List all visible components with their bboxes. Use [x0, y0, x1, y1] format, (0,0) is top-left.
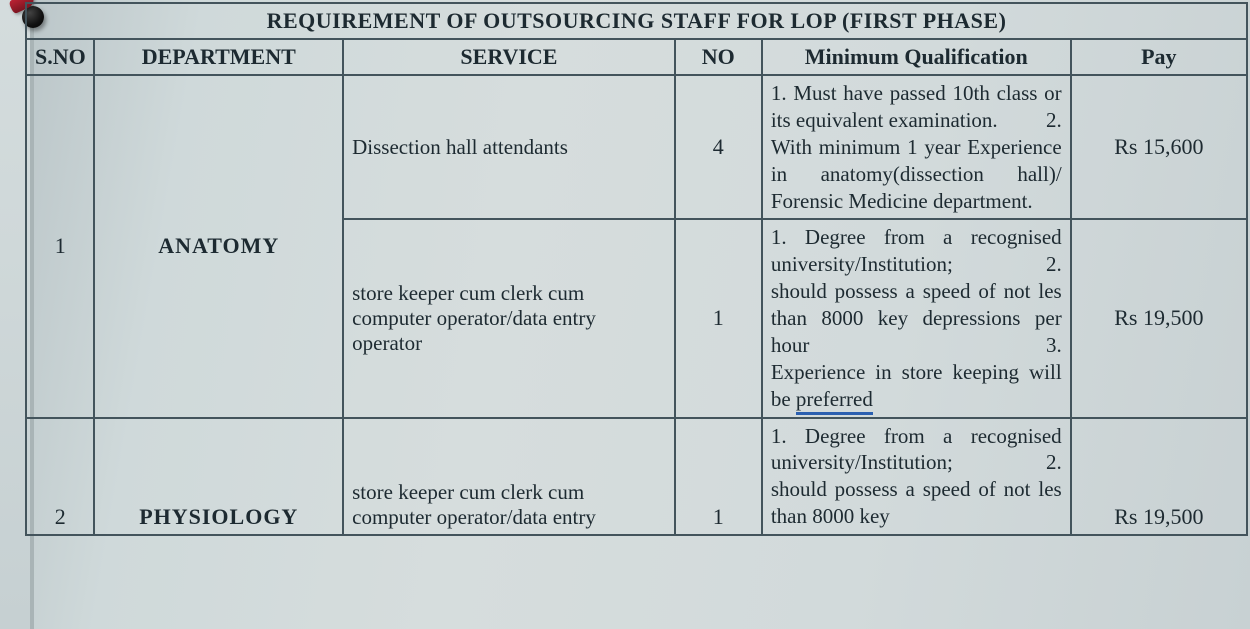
- document-sheet: REQUIREMENT OF OUTSOURCING STAFF FOR LOP…: [25, 2, 1248, 629]
- cell-pay: Rs 15,600: [1071, 75, 1247, 219]
- cell-qualification: 1. Degree from a recognised university/I…: [762, 219, 1071, 417]
- cell-sno: 2: [26, 418, 94, 536]
- cell-no: 1: [675, 219, 762, 417]
- cell-service: Dissection hall attendants: [343, 75, 675, 219]
- col-no: NO: [675, 39, 762, 75]
- cell-sno: 1: [26, 75, 94, 418]
- table-row: 2 PHYSIOLOGY store keeper cum clerk cum …: [26, 418, 1247, 536]
- cell-dept: PHYSIOLOGY: [94, 418, 343, 536]
- qual-text: 1. Degree from a recognised university/I…: [771, 424, 1062, 475]
- table-title: REQUIREMENT OF OUTSOURCING STAFF FOR LOP…: [26, 3, 1247, 39]
- qual-text: 1. Degree from a recognised university/I…: [771, 225, 1062, 276]
- cell-pay: Rs 19,500: [1071, 418, 1247, 536]
- col-pay: Pay: [1071, 39, 1247, 75]
- cell-no: 4: [675, 75, 762, 219]
- cell-qualification: 1. Degree from a recognised university/I…: [762, 418, 1071, 536]
- header-row: S.NO DEPARTMENT SERVICE NO Minimum Quali…: [26, 39, 1247, 75]
- title-row: REQUIREMENT OF OUTSOURCING STAFF FOR LOP…: [26, 3, 1247, 39]
- qual-text: should possess a speed of not les than 8…: [771, 279, 1062, 357]
- cell-qualification: 1. Must have passed 10th class or its eq…: [762, 75, 1071, 219]
- cell-dept: ANATOMY: [94, 75, 343, 418]
- qual-num: 2.: [1046, 107, 1062, 134]
- table-row: 1 ANATOMY Dissection hall attendants 4 1…: [26, 75, 1247, 219]
- requirement-table: REQUIREMENT OF OUTSOURCING STAFF FOR LOP…: [25, 2, 1248, 536]
- qual-text: 1. Must have passed 10th class or its eq…: [771, 81, 1062, 132]
- cell-no: 1: [675, 418, 762, 536]
- cell-service: store keeper cum clerk cum computer oper…: [343, 418, 675, 536]
- cell-service: store keeper cum clerk cum computer oper…: [343, 219, 675, 417]
- qual-num: 2.: [1046, 449, 1062, 476]
- qual-text: With minimum 1 year Experience in anatom…: [771, 135, 1062, 213]
- col-dept: DEPARTMENT: [94, 39, 343, 75]
- qual-num: 2.: [1046, 251, 1062, 278]
- col-serv: SERVICE: [343, 39, 675, 75]
- qual-num: 3.: [1046, 332, 1062, 359]
- cell-pay: Rs 19,500: [1071, 219, 1247, 417]
- qual-underlined: preferred: [796, 387, 873, 415]
- col-qual: Minimum Qualification: [762, 39, 1071, 75]
- qual-text: should possess a speed of not les than 8…: [771, 477, 1062, 528]
- col-sno: S.NO: [26, 39, 94, 75]
- scanned-page: REQUIREMENT OF OUTSOURCING STAFF FOR LOP…: [0, 0, 1250, 629]
